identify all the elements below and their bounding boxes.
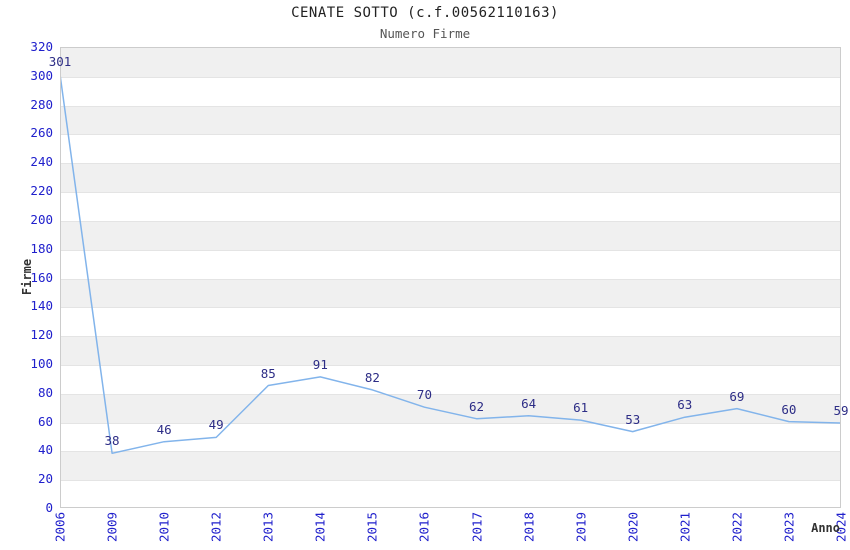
gridline xyxy=(61,105,840,107)
gridline xyxy=(61,76,840,78)
data-label: 91 xyxy=(312,356,328,372)
x-tick-label: 2006 xyxy=(52,511,68,543)
y-tick-label: 60 xyxy=(37,413,53,429)
gridline xyxy=(61,192,840,194)
x-tick-label: 2022 xyxy=(729,511,745,543)
y-tick-label: 0 xyxy=(45,500,53,515)
x-tick-label: 2015 xyxy=(364,511,380,543)
series-svg xyxy=(61,76,840,455)
y-tick-label: 320 xyxy=(30,39,53,54)
data-label: 61 xyxy=(573,400,589,416)
data-label: 85 xyxy=(260,365,276,381)
y-tick-label: 140 xyxy=(30,298,53,314)
gridline xyxy=(61,249,840,251)
grid-stripe xyxy=(61,278,840,308)
y-tick-label: 280 xyxy=(30,96,53,112)
y-tick-label: 40 xyxy=(37,442,53,458)
data-label: 49 xyxy=(208,417,224,433)
gridline xyxy=(61,451,840,453)
x-tick-label: 2021 xyxy=(677,511,693,543)
x-tick-label: 2019 xyxy=(573,511,589,543)
x-tick-label: 2023 xyxy=(781,511,797,543)
data-label: 63 xyxy=(677,397,693,413)
data-label: 53 xyxy=(625,411,641,427)
y-tick-label: 80 xyxy=(37,384,53,400)
grid-stripe xyxy=(61,336,840,365)
data-label: 59 xyxy=(833,403,849,418)
x-tick-label: 2013 xyxy=(260,511,276,543)
data-label: 64 xyxy=(521,395,537,411)
y-tick-label: 120 xyxy=(30,327,53,343)
grid-stripe xyxy=(61,48,840,77)
plot-area xyxy=(60,47,841,508)
gridline xyxy=(61,163,840,165)
y-tick-label: 300 xyxy=(30,67,53,83)
data-label: 70 xyxy=(416,387,432,403)
gridline xyxy=(61,364,840,366)
y-tick-label: 20 xyxy=(37,471,53,487)
gridline xyxy=(61,422,840,424)
y-tick-label: 160 xyxy=(30,269,53,285)
x-tick-label: 2020 xyxy=(625,511,641,543)
gridline xyxy=(61,480,840,482)
grid-stripe xyxy=(61,451,840,481)
data-label: 69 xyxy=(729,388,745,404)
y-tick-label: 180 xyxy=(30,240,53,256)
data-label: 301 xyxy=(48,54,72,70)
x-tick-label: 2016 xyxy=(416,511,432,543)
y-tick-label: 260 xyxy=(30,125,53,141)
x-tick-label: 2010 xyxy=(156,511,172,543)
grid-stripe xyxy=(61,163,840,193)
gridline xyxy=(61,134,840,136)
series-line xyxy=(61,76,840,455)
y-axis-title: Firme xyxy=(20,258,34,296)
grid-stripe xyxy=(61,393,840,423)
y-tick-label: 100 xyxy=(30,355,53,371)
y-tick-label: 220 xyxy=(30,183,53,199)
data-label: 82 xyxy=(364,369,380,385)
data-label: 46 xyxy=(156,421,172,437)
x-tick-label: 2012 xyxy=(208,511,224,543)
gridline xyxy=(61,220,840,222)
chart-subtitle: Numero Firme xyxy=(379,26,471,41)
chart-title: CENATE SOTTO (c.f.00562110163) xyxy=(291,5,559,21)
x-tick-label: 2009 xyxy=(104,511,120,543)
y-tick-label: 240 xyxy=(30,154,53,170)
gridline xyxy=(61,278,840,280)
x-tick-label: 2017 xyxy=(469,511,485,543)
x-tick-label: 2014 xyxy=(312,511,328,543)
gridline xyxy=(61,336,840,338)
x-axis-title: Anno xyxy=(811,521,840,535)
gridline xyxy=(61,307,840,309)
y-tick-label: 200 xyxy=(30,211,53,227)
grid-stripe xyxy=(61,220,840,250)
data-label: 38 xyxy=(104,433,120,449)
grid-stripe xyxy=(61,105,840,135)
data-label: 62 xyxy=(469,398,485,414)
x-tick-label: 2018 xyxy=(521,511,537,543)
data-label: 60 xyxy=(781,401,797,417)
gridline xyxy=(61,393,840,395)
